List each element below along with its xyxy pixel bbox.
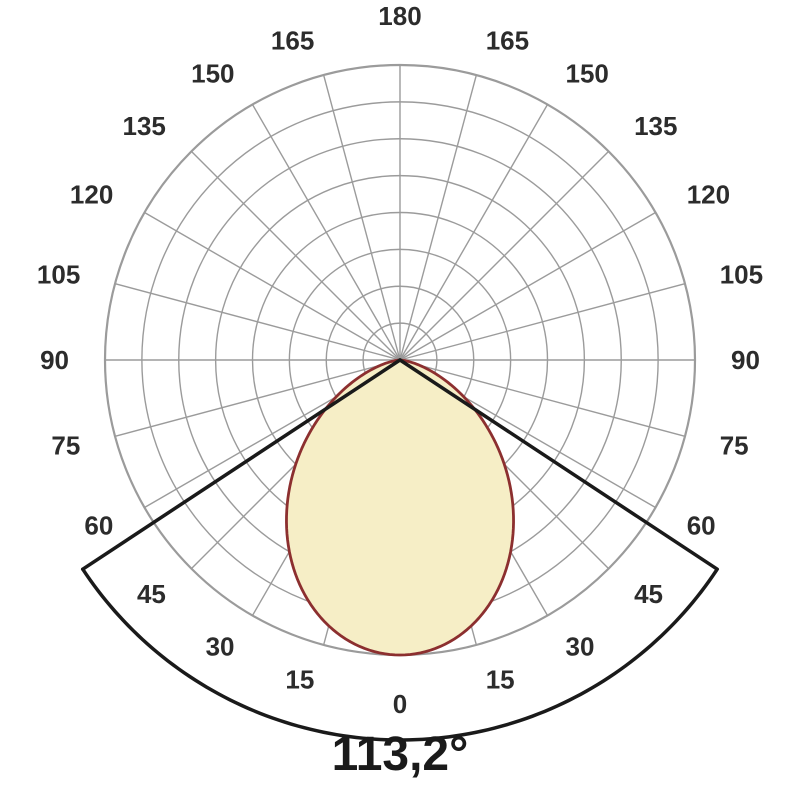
svg-text:30: 30 <box>206 632 235 662</box>
svg-text:105: 105 <box>37 259 80 289</box>
svg-text:0: 0 <box>393 689 407 719</box>
svg-text:150: 150 <box>191 58 234 88</box>
svg-text:45: 45 <box>634 579 663 609</box>
svg-text:165: 165 <box>486 25 529 55</box>
svg-text:90: 90 <box>731 345 760 375</box>
svg-text:120: 120 <box>70 180 113 210</box>
svg-text:150: 150 <box>566 58 609 88</box>
svg-text:120: 120 <box>687 180 730 210</box>
svg-text:45: 45 <box>137 579 166 609</box>
svg-text:60: 60 <box>687 511 716 541</box>
svg-text:90: 90 <box>40 345 69 375</box>
svg-text:135: 135 <box>634 111 677 141</box>
svg-text:60: 60 <box>84 511 113 541</box>
svg-text:180: 180 <box>378 1 421 31</box>
svg-text:15: 15 <box>486 665 515 695</box>
svg-text:30: 30 <box>566 632 595 662</box>
svg-text:105: 105 <box>720 259 763 289</box>
svg-text:75: 75 <box>720 431 749 461</box>
beam-angle-value: 113,2° <box>332 728 469 781</box>
svg-text:75: 75 <box>51 431 80 461</box>
svg-text:165: 165 <box>271 25 314 55</box>
svg-text:15: 15 <box>285 665 314 695</box>
svg-text:135: 135 <box>123 111 166 141</box>
